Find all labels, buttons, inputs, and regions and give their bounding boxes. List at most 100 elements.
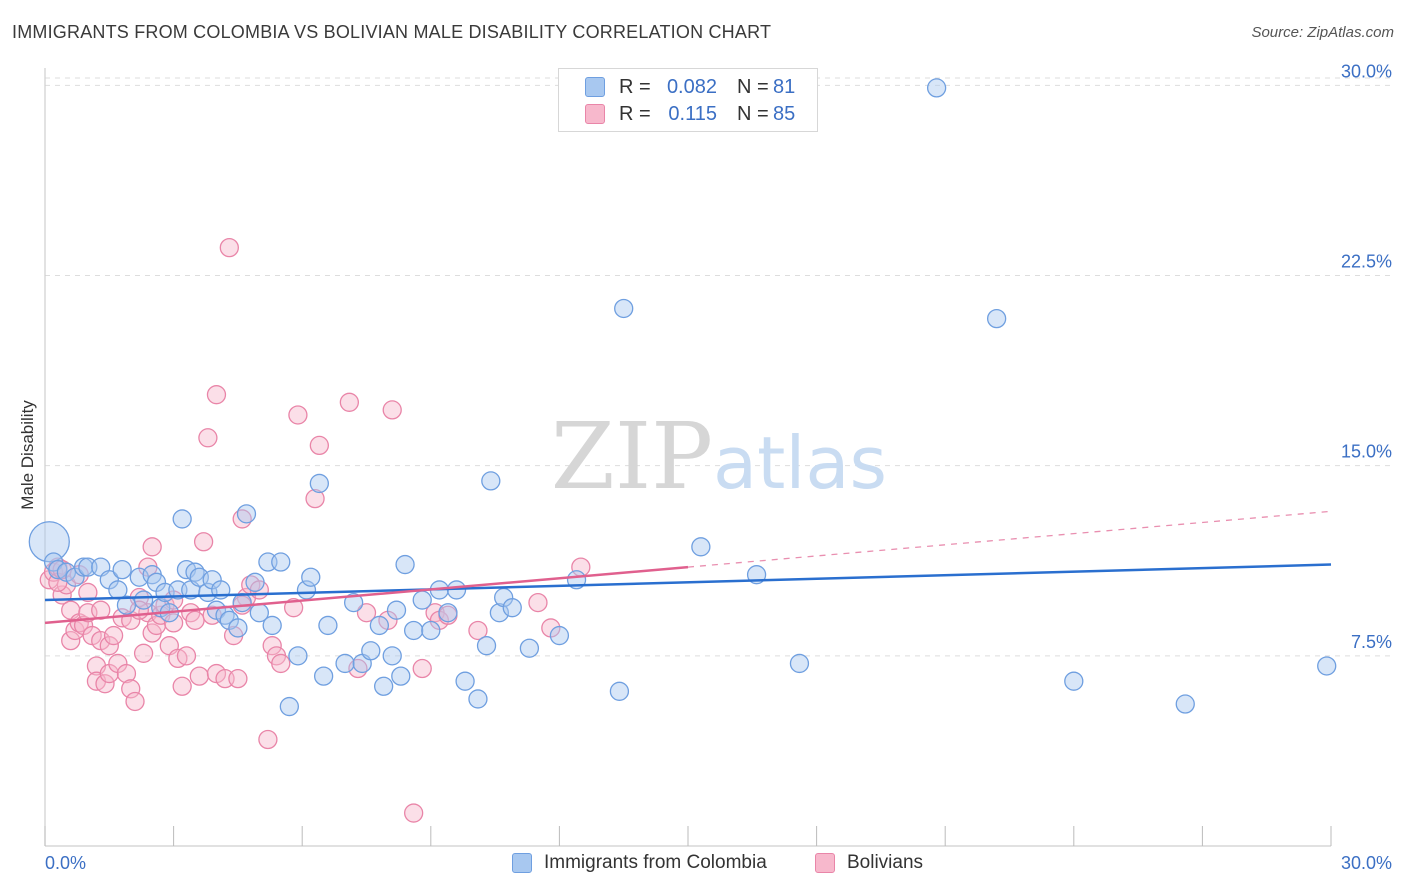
data-point-bolivians [163, 613, 184, 633]
chart-title: IMMIGRANTS FROM COLOMBIA VS BOLIVIAN MAL… [12, 22, 772, 42]
legend-r-label: R = [619, 75, 651, 98]
data-point-bolivians [103, 625, 124, 646]
data-point-bolivians [271, 653, 291, 674]
data-point-bolivians [262, 636, 282, 656]
data-point-colombia [172, 509, 192, 529]
stats-legend: R = 0.082 N = 81 R = 0.115 N = 85 [558, 68, 818, 132]
data-point-colombia [609, 681, 630, 701]
data-point-colombia [481, 471, 501, 491]
data-point-bolivians [133, 643, 154, 663]
series-legend: Immigrants from Colombia Bolivians [0, 852, 1406, 878]
data-point-bolivians [283, 598, 304, 618]
legend-r-label: R = [619, 102, 651, 125]
data-point-colombia [455, 671, 475, 691]
data-point-bolivians [356, 603, 377, 623]
data-point-bolivians [95, 674, 115, 694]
legend-label-colombia: Immigrants from Colombia [544, 852, 767, 873]
data-point-colombia [236, 504, 257, 524]
data-point-colombia [438, 603, 458, 623]
legend-r-value: 0.082 [666, 75, 717, 98]
x-tick-label-max: 30.0% [1341, 853, 1392, 873]
data-point-colombia [1064, 671, 1084, 691]
y-tick-label: 15.0% [1341, 442, 1392, 462]
data-point-bolivians [61, 630, 81, 651]
legend-swatch-blue [585, 77, 605, 97]
data-point-colombia [386, 600, 407, 620]
data-point-bolivians [121, 679, 141, 699]
trend-line-bolivians [44, 565, 689, 625]
data-point-bolivians [176, 646, 197, 666]
data-point-bolivians [258, 729, 278, 750]
watermark-zip: ZIP [551, 403, 713, 510]
data-point-bolivians [412, 658, 432, 679]
data-point-colombia [73, 557, 94, 577]
watermark: ZIP atlas [551, 403, 887, 510]
data-point-colombia [691, 537, 711, 557]
data-point-colombia [28, 521, 70, 563]
data-point-bolivians [142, 537, 162, 557]
data-point-colombia [335, 653, 355, 674]
data-point-colombia [1175, 694, 1195, 714]
data-point-colombia [279, 696, 299, 717]
data-point-colombia [343, 592, 364, 613]
data-point-colombia [112, 559, 132, 580]
data-point-bolivians [309, 435, 329, 456]
data-point-bolivians [193, 532, 214, 552]
data-point-colombia [986, 308, 1007, 329]
data-point-colombia [373, 676, 394, 696]
data-point-colombia [1317, 656, 1337, 676]
legend-swatch-blue [512, 853, 532, 873]
legend-n-value: 81 [773, 75, 796, 98]
data-point-colombia [404, 620, 424, 641]
legend-swatch-pink [585, 104, 605, 124]
data-point-bolivians [198, 428, 218, 448]
data-point-colombia [232, 592, 252, 613]
data-point-bolivians [219, 237, 239, 258]
data-point-colombia [926, 78, 947, 98]
legend-n-label: N = [737, 75, 769, 98]
data-point-bolivians [189, 666, 209, 686]
data-point-bolivians [404, 803, 424, 823]
data-point-colombia [288, 646, 308, 666]
data-point-bolivians [288, 405, 308, 425]
legend-swatch-pink [815, 853, 835, 873]
data-point-bolivians [305, 488, 325, 509]
data-point-colombia [296, 580, 317, 600]
legend-n-value: 85 [773, 102, 796, 125]
data-point-bolivians [528, 592, 548, 613]
legend-n-label: N = [737, 102, 769, 125]
legend-row-bolivians: R = 0.115 N = 85 [585, 101, 795, 127]
data-point-colombia [476, 636, 497, 656]
data-point-colombia [313, 666, 334, 686]
data-point-colombia [271, 552, 291, 572]
data-point-bolivians [185, 610, 205, 630]
data-point-colombia [133, 590, 154, 610]
data-point-colombia [549, 625, 570, 646]
data-point-colombia [421, 620, 441, 641]
series-bolivians-points [39, 237, 591, 823]
data-point-bolivians [116, 663, 137, 684]
trend-line-bolivians-projection [687, 510, 1332, 568]
watermark-atlas: atlas [713, 421, 887, 505]
legend-item-colombia[interactable]: Immigrants from Colombia [512, 852, 767, 874]
legend-item-bolivians[interactable]: Bolivians [815, 852, 923, 874]
data-point-bolivians [172, 676, 192, 696]
x-tick-label-min: 0.0% [45, 853, 86, 873]
data-point-bolivians [125, 691, 145, 712]
legend-row-colombia: R = 0.082 N = 81 [585, 74, 795, 100]
data-point-bolivians [382, 400, 402, 420]
data-point-colombia [228, 618, 248, 638]
data-point-colombia [502, 598, 522, 618]
trend-lines [44, 510, 1332, 625]
data-point-bolivians [78, 582, 98, 603]
data-point-bolivians [99, 636, 119, 656]
data-point-bolivians [228, 669, 248, 689]
data-point-colombia [468, 689, 488, 709]
data-point-bolivians [468, 620, 488, 641]
chart-source: Source: ZipAtlas.com [1251, 24, 1394, 41]
y-tick-label: 7.5% [1351, 632, 1392, 652]
y-tick-label: 22.5% [1341, 252, 1392, 272]
data-point-colombia [382, 646, 402, 666]
data-point-colombia [361, 641, 381, 661]
data-point-colombia [309, 473, 329, 494]
